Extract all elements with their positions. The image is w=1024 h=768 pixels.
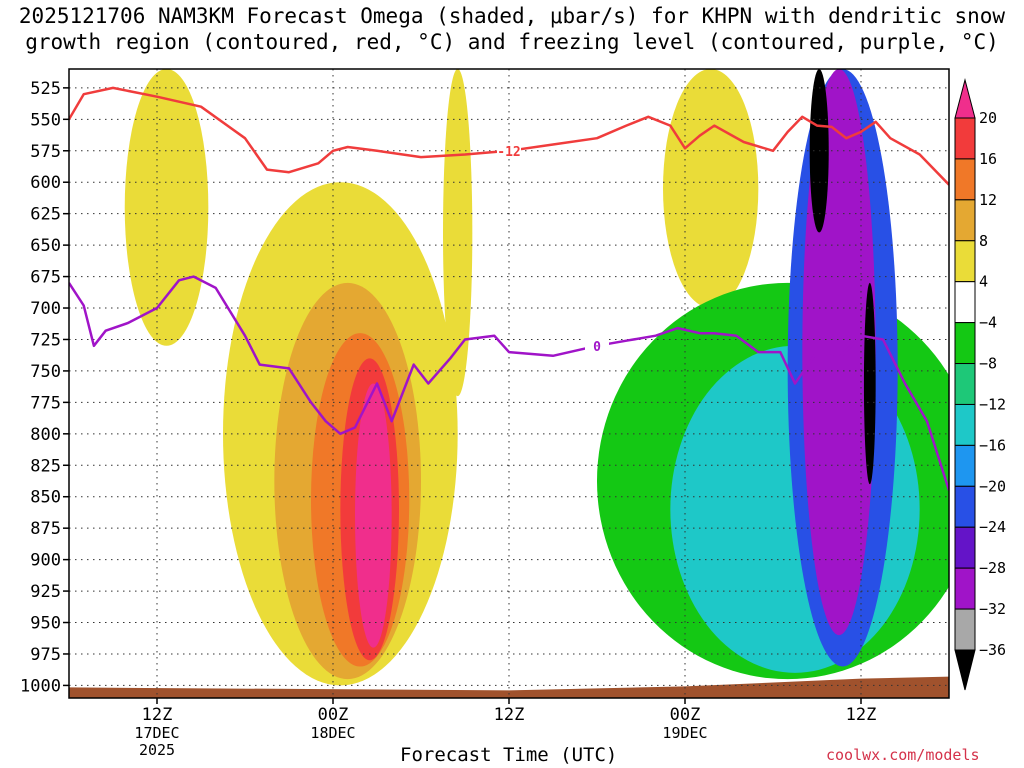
chart-title-line-2: growth region (contoured, red, °C) and f… <box>25 30 999 54</box>
chart-title-line-1: 2025121706 NAM3KM Forecast Omega (shaded… <box>18 4 1006 28</box>
y-tick-label-1000: 1000 <box>20 676 61 696</box>
colorbar-bin <box>954 403 976 446</box>
colorbar-label: −16 <box>979 436 1006 454</box>
y-tick-label-575: 575 <box>30 142 61 162</box>
colorbar-bin <box>954 567 976 610</box>
x-axis-title: Forecast Time (UTC) <box>400 744 618 766</box>
omega-region-rising-extreme <box>355 383 392 648</box>
y-tick-label-725: 725 <box>30 330 61 350</box>
colorbar-label: −36 <box>979 641 1006 659</box>
x-tick-year: 2025 <box>139 741 175 759</box>
contour-label-bg <box>585 337 609 353</box>
colorbar-label: 8 <box>979 232 988 250</box>
colorbar-label: −12 <box>979 395 1006 413</box>
y-tick-label-800: 800 <box>30 425 61 445</box>
x-tick-label: 12Z <box>846 705 877 725</box>
y-tick-label-550: 550 <box>30 110 61 130</box>
colorbar-label: −8 <box>979 355 997 373</box>
colorbar-label: 4 <box>979 273 988 291</box>
colorbar-label: −28 <box>979 559 1006 577</box>
y-tick-label-950: 950 <box>30 614 61 634</box>
y-tick-label-525: 525 <box>30 79 61 99</box>
y-tick-label-925: 925 <box>30 582 61 602</box>
x-tick-date: 19DEC <box>662 724 707 742</box>
colorbar-label: −32 <box>979 600 1006 618</box>
y-tick-label-750: 750 <box>30 362 61 382</box>
y-tick-label-975: 975 <box>30 645 61 665</box>
colorbar-bin <box>954 608 976 651</box>
y-tick-label-850: 850 <box>30 488 61 508</box>
colorbar-label: −4 <box>979 314 997 332</box>
x-tick-label: 12Z <box>494 705 525 725</box>
colorbar-bin <box>954 281 976 324</box>
y-tick-label-875: 875 <box>30 519 61 539</box>
x-tick-date: 17DEC <box>134 724 179 742</box>
colorbar-bin <box>954 485 976 528</box>
colorbar-bin <box>954 158 976 201</box>
terrain-surface <box>69 676 949 698</box>
y-tick-label-700: 700 <box>30 299 61 319</box>
x-tick-date: 18DEC <box>310 724 355 742</box>
colorbar-label: 12 <box>979 191 997 209</box>
contour-label: 0 <box>593 340 601 355</box>
colorbar-label: −24 <box>979 518 1006 536</box>
y-tick-label-775: 775 <box>30 393 61 413</box>
colorbar-bin <box>954 322 976 365</box>
omega-region-rising-weak-day2 <box>663 69 759 308</box>
colorbar-bin <box>954 444 976 487</box>
omega-region-sinking-extreme-low <box>863 282 876 485</box>
colorbar-label: −20 <box>979 477 1006 495</box>
y-tick-label-600: 600 <box>30 173 61 193</box>
colorbar-top-arrow <box>954 78 976 119</box>
contour-label-bg <box>497 142 521 158</box>
omega-region-rising-weak-left <box>124 69 209 346</box>
colorbar-bin <box>954 363 976 405</box>
colorbar-bin <box>954 199 976 242</box>
y-tick-label-650: 650 <box>30 236 61 256</box>
x-tick-label: 00Z <box>670 705 701 725</box>
y-tick-label-900: 900 <box>30 551 61 571</box>
colorbar-bin <box>954 240 976 283</box>
colorbar-label: 16 <box>979 150 997 168</box>
colorbar-bottom-arrow <box>954 649 976 691</box>
y-tick-label-625: 625 <box>30 205 61 225</box>
colorbar-bin <box>954 526 976 569</box>
y-tick-label-675: 675 <box>30 268 61 288</box>
credit-link[interactable]: coolwx.com/models <box>826 746 980 764</box>
colorbar-bin <box>954 117 976 160</box>
x-tick-label: 12Z <box>142 705 173 725</box>
colorbar-label: 20 <box>979 109 997 127</box>
x-tick-label: 00Z <box>318 705 349 725</box>
contour-line-dendritic-minus12 <box>69 86 949 186</box>
contour-label: -12 <box>497 145 520 160</box>
y-tick-label-825: 825 <box>30 456 61 476</box>
contour-line-freezing-level-0 <box>69 275 949 491</box>
